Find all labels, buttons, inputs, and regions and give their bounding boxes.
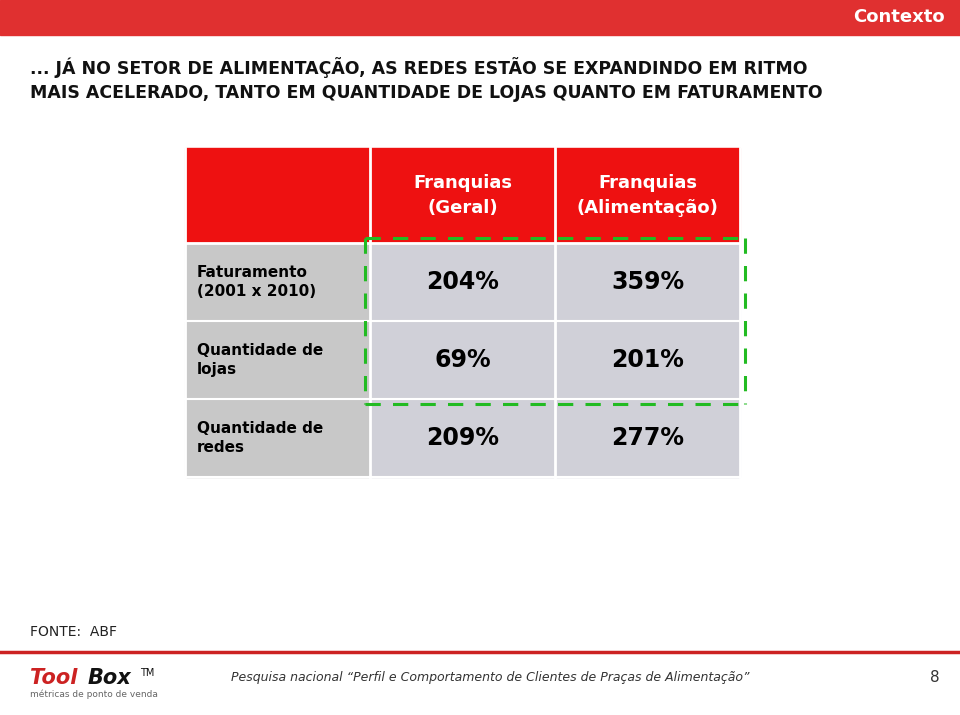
Text: 209%: 209% [426,426,499,450]
Text: Contexto: Contexto [853,9,945,26]
Bar [185,321,370,399]
Text: TM: TM [140,668,155,678]
Text: Faturamento
(2001 x 2010): Faturamento (2001 x 2010) [197,265,316,299]
Text: 69%: 69% [434,348,491,372]
Bar [555,321,740,399]
Text: Quantidade de
redes: Quantidade de redes [197,421,324,455]
Bar [370,399,555,477]
Text: Pesquisa nacional “Perfil e Comportamento de Clientes de Praças de Alimentação”: Pesquisa nacional “Perfil e Comportament… [230,671,749,684]
Bar [555,243,740,321]
Text: ... JÁ NO SETOR DE ALIMENTAÇÃO, AS REDES ESTÃO SE EXPANDINDO EM RITMO: ... JÁ NO SETOR DE ALIMENTAÇÃO, AS REDES… [30,57,807,79]
Bar [555,399,740,477]
Text: Franquias
(Geral): Franquias (Geral) [413,174,512,217]
Text: métricas de ponto de venda: métricas de ponto de venda [30,689,157,699]
Bar [370,243,555,321]
Bar [185,148,370,243]
Text: Quantidade de
lojas: Quantidade de lojas [197,343,324,377]
Text: FONTE:  ABF: FONTE: ABF [30,625,117,639]
Text: 277%: 277% [611,426,684,450]
Bar [370,148,555,243]
Bar [185,399,370,477]
Text: 204%: 204% [426,270,499,294]
Text: Tool: Tool [30,668,78,688]
Text: Box: Box [88,668,132,688]
Bar [185,243,370,321]
Text: 8: 8 [930,671,940,686]
Text: 201%: 201% [612,348,684,372]
Bar [0,0,960,35]
Text: 359%: 359% [611,270,684,294]
Text: Franquias
(Alimentação): Franquias (Alimentação) [577,174,718,217]
Text: MAIS ACELERADO, TANTO EM QUANTIDADE DE LOJAS QUANTO EM FATURAMENTO: MAIS ACELERADO, TANTO EM QUANTIDADE DE L… [30,84,823,102]
Bar [370,321,555,399]
Bar [555,148,740,243]
